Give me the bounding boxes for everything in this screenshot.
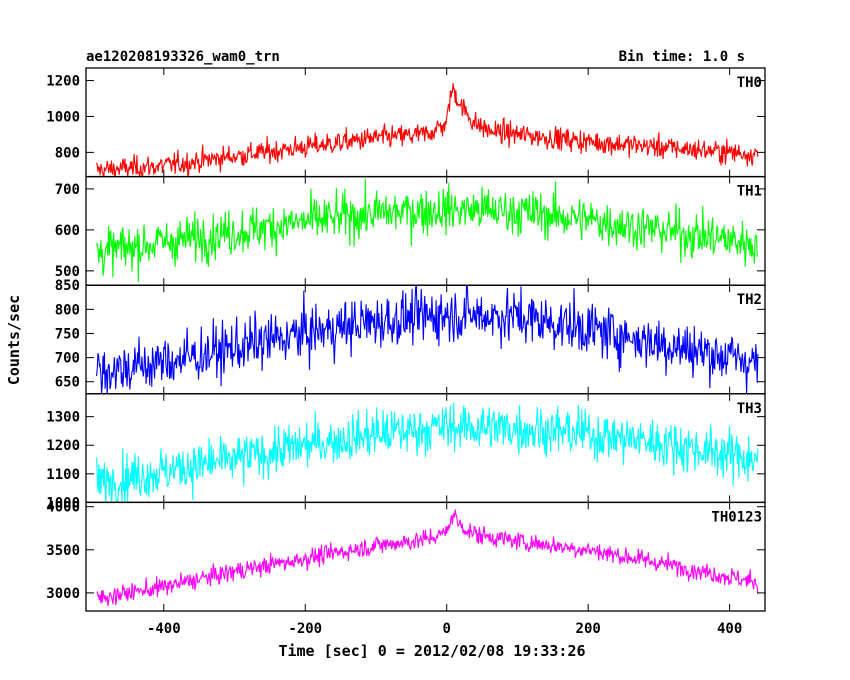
y-tick-label-th0: 1200 xyxy=(46,74,80,90)
x-tick-label: -200 xyxy=(288,621,322,637)
y-tick-label-th0123: 4000 xyxy=(46,500,80,516)
x-tick-label: 0 xyxy=(443,621,451,637)
y-tick-label-th3: 1000 xyxy=(46,495,80,511)
series-line-th2 xyxy=(96,285,759,394)
panel-label-th0123: TH0123 xyxy=(711,509,762,525)
panel-label-th2: TH2 xyxy=(737,292,762,308)
y-tick-label-th2: 700 xyxy=(55,351,80,367)
y-tick-label-th1: 600 xyxy=(55,223,80,239)
x-tick-label: 400 xyxy=(717,621,742,637)
y-tick-label-th1: 500 xyxy=(55,264,80,280)
y-tick-label-th3: 1100 xyxy=(46,467,80,483)
panel-label-th1: TH1 xyxy=(737,184,762,200)
y-tick-label-th0123: 3000 xyxy=(46,586,80,602)
series-line-th3 xyxy=(96,402,759,503)
y-tick-label-th2: 850 xyxy=(55,278,80,294)
y-tick-label-th3: 1200 xyxy=(46,438,80,454)
panel-label-th3: TH3 xyxy=(737,401,762,417)
y-tick-label-th2: 650 xyxy=(55,375,80,391)
series-line-th0123 xyxy=(96,509,759,606)
x-tick-label: -400 xyxy=(147,621,181,637)
bin-time-label: Bin time: 1.0 s xyxy=(619,49,745,65)
panel-frame-th0123 xyxy=(85,501,766,612)
y-tick-label-th0: 1000 xyxy=(46,109,80,125)
plot-title: ae120208193326_wam0_trn xyxy=(86,49,280,65)
x-tick-label: 200 xyxy=(576,621,601,637)
y-tick-label-th1: 700 xyxy=(55,182,80,198)
y-tick-label-th0: 800 xyxy=(55,145,80,161)
y-tick-label-th3: 1300 xyxy=(46,410,80,426)
panel-label-th0: TH0 xyxy=(737,75,762,91)
y-tick-label-th2: 750 xyxy=(55,326,80,342)
y-tick-label-th2: 800 xyxy=(55,302,80,318)
x-axis-label: Time [sec] 0 = 2012/02/08 19:33:26 xyxy=(278,642,585,660)
y-tick-label-th0123: 3500 xyxy=(46,543,80,559)
series-line-th0 xyxy=(96,82,759,177)
series-line-th1 xyxy=(96,178,759,283)
y-axis-label: Counts/sec xyxy=(5,295,23,385)
